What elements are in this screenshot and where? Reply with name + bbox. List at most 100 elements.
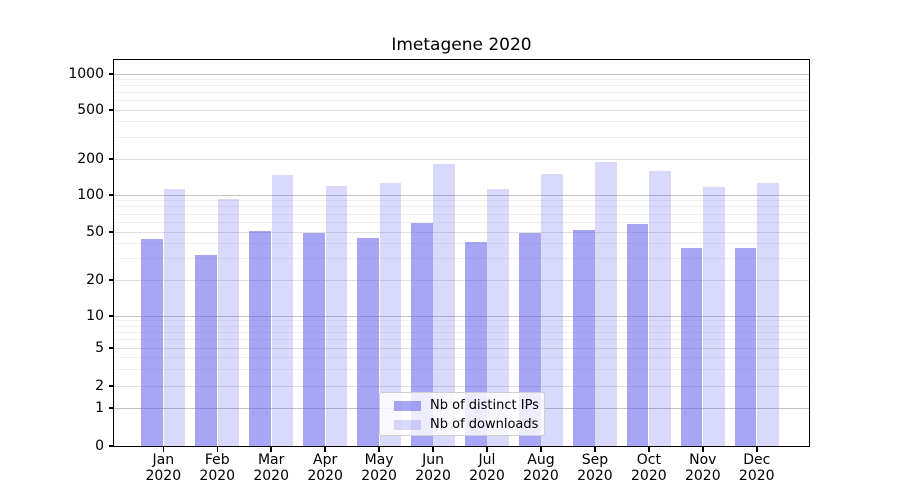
x-tick-year-jul: 2020 (469, 467, 505, 484)
x-tick-year-nov: 2020 (684, 467, 721, 484)
x-tick-label-jul: Jul 2020 (457, 452, 517, 484)
gridline-9 (114, 320, 809, 322)
x-tick-year-sep: 2020 (577, 467, 613, 484)
x-tick-year-aug: 2020 (523, 467, 559, 484)
x-tick-mar (270, 447, 272, 452)
bar-nb-of-distinct-ips-nov (680, 247, 703, 446)
y-tick-500 (108, 109, 113, 111)
x-tick-year-mar: 2020 (253, 467, 289, 484)
y-tick-100 (108, 194, 113, 196)
y-tick-label-1000: 1000 (68, 66, 104, 82)
gridline-40 (114, 243, 809, 245)
x-tick-jul (486, 447, 488, 452)
gridline-4 (114, 356, 809, 358)
gridline-30 (114, 258, 809, 260)
bar-nb-of-downloads-aug (541, 174, 563, 446)
x-tick-label-feb: Feb 2020 (187, 452, 247, 484)
gridline-3 (114, 368, 809, 370)
gridline-70 (114, 213, 809, 215)
x-tick-label-jan: Jan 2020 (133, 452, 193, 484)
y-tick-label-1: 1 (95, 400, 104, 416)
gridline-300 (114, 136, 809, 138)
gridline-1000 (114, 73, 809, 75)
gridline-6 (114, 339, 809, 341)
legend-swatch-nb-of-downloads (394, 420, 421, 430)
y-tick-label-2: 2 (95, 378, 104, 394)
x-tick-sep (594, 447, 596, 452)
bar-nb-of-downloads-jan (163, 189, 186, 446)
x-tick-label-aug: Aug 2020 (511, 452, 571, 484)
y-tick-1 (108, 407, 113, 409)
x-tick-month-jun: Jun (422, 452, 444, 468)
x-tick-label-sep: Sep 2020 (565, 452, 625, 484)
x-tick-oct (648, 447, 650, 452)
legend-row-nb-of-downloads: Nb of downloads (394, 416, 544, 434)
gridline-80 (114, 206, 809, 208)
x-tick-month-nov: Nov (689, 452, 717, 468)
gridline-800 (114, 85, 809, 87)
bar-nb-of-distinct-ips-sep (573, 229, 595, 446)
y-tick-2 (108, 385, 113, 387)
gridline-20 (114, 279, 809, 281)
x-tick-jun (432, 447, 434, 452)
y-tick-50 (108, 231, 113, 233)
gridline-50 (114, 231, 809, 233)
gridline-5 (114, 347, 809, 349)
y-tick-1000 (108, 73, 113, 75)
bar-nb-of-distinct-ips-feb (195, 255, 217, 446)
x-tick-may (378, 447, 380, 452)
x-tick-apr (324, 447, 326, 452)
y-tick-label-100: 100 (77, 187, 104, 203)
x-tick-month-oct: Oct (636, 452, 661, 468)
gridline-200 (114, 158, 809, 160)
y-tick-label-50: 50 (86, 224, 104, 240)
bar-nb-of-distinct-ips-dec (734, 247, 757, 446)
y-tick-label-5: 5 (95, 340, 104, 356)
x-tick-label-oct: Oct 2020 (619, 452, 679, 484)
y-tick-20 (108, 279, 113, 281)
bar-nb-of-downloads-oct (649, 170, 671, 446)
x-tick-year-apr: 2020 (307, 467, 343, 484)
gridline-90 (114, 200, 809, 202)
y-tick-5 (108, 347, 113, 349)
bar-nb-of-downloads-sep (595, 161, 617, 446)
gridline-600 (114, 100, 809, 102)
gridline-500 (114, 109, 809, 111)
bar-nb-of-distinct-ips-mar (249, 230, 271, 446)
gridline-700 (114, 92, 809, 94)
legend: Nb of distinct IPs Nb of downloads (379, 392, 545, 436)
bar-nb-of-downloads-jun (433, 164, 455, 446)
gridline-100 (114, 194, 809, 196)
y-tick-0 (108, 445, 113, 447)
x-tick-month-dec: Dec (743, 452, 771, 468)
y-tick-label-0: 0 (95, 438, 104, 454)
y-tick-label-500: 500 (77, 102, 104, 118)
bar-nb-of-downloads-nov (703, 186, 725, 446)
bar-nb-of-distinct-ips-jun (411, 223, 433, 446)
y-tick-200 (108, 158, 113, 160)
bar-nb-of-downloads-jul (487, 189, 509, 446)
bar-nb-of-downloads-mar (271, 174, 294, 446)
x-tick-month-feb: Feb (204, 452, 230, 468)
gridline-60 (114, 221, 809, 223)
x-tick-year-may: 2020 (361, 467, 397, 484)
gridline-900 (114, 78, 809, 80)
bar-nb-of-distinct-ips-oct (626, 224, 649, 446)
x-tick-label-jun: Jun 2020 (403, 452, 463, 484)
bar-nb-of-distinct-ips-apr (303, 233, 325, 446)
legend-row-nb-of-distinct-ips: Nb of distinct IPs (394, 397, 544, 415)
y-tick-label-200: 200 (77, 151, 104, 167)
chart-title: Imetagene 2020 (391, 35, 532, 55)
x-tick-month-sep: Sep (581, 452, 609, 468)
x-tick-year-jun: 2020 (415, 467, 451, 484)
bar-nb-of-distinct-ips-jan (141, 238, 163, 446)
bar-nb-of-downloads-may (379, 183, 401, 446)
y-tick-10 (108, 315, 113, 317)
x-tick-feb (216, 447, 218, 452)
legend-label-nb-of-downloads: Nb of downloads (430, 417, 539, 432)
y-tick-label-20: 20 (86, 272, 104, 288)
x-tick-year-feb: 2020 (199, 467, 236, 484)
gridline-10 (114, 315, 809, 317)
bar-nb-of-downloads-apr (325, 185, 348, 446)
